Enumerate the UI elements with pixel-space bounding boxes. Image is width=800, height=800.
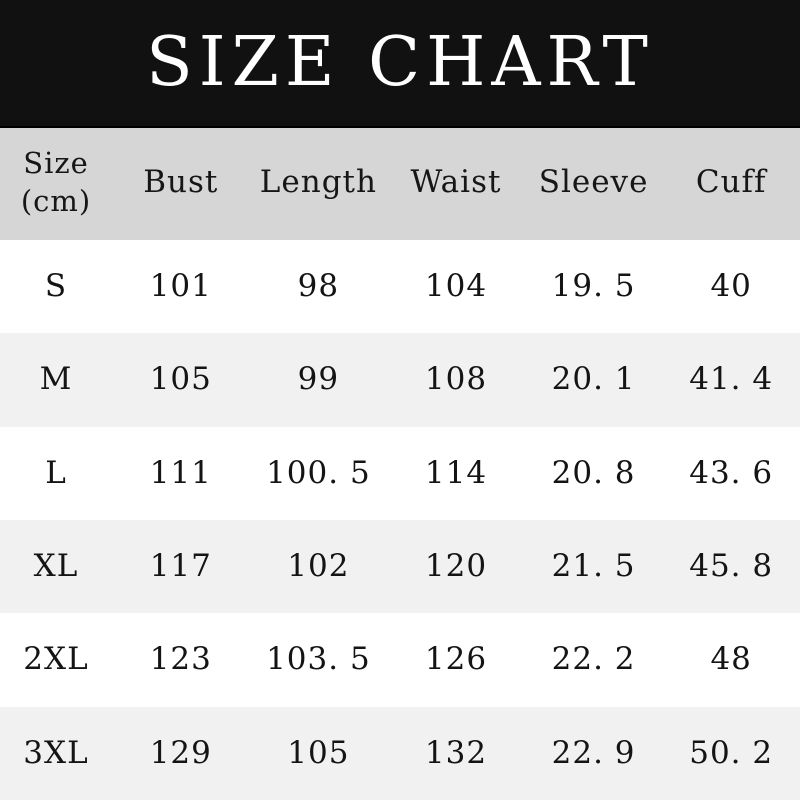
cell-waist: 120 [424,548,488,585]
table-row: L 111 100. 5 114 20. 8 43. 6 [0,426,800,520]
cell-bust: 123 [149,641,212,678]
table-row: 2XL 123 103. 5 126 22. 2 48 [0,613,800,707]
cell-length: 105 [287,734,350,771]
table-body: S 101 98 104 19. 5 40 M 105 99 108 20. 1… [0,240,800,800]
cell-waist: 126 [424,641,488,678]
cell-sleeve: 20. 8 [551,454,636,491]
cell-bust: 117 [149,548,212,585]
column-header-sleeve: Sleeve [538,164,649,201]
cell-waist: 104 [424,268,488,305]
cell-sleeve: 22. 9 [551,734,636,771]
cell-sleeve: 20. 1 [551,361,636,398]
table-row: 3XL 129 105 132 22. 9 50. 2 [0,706,800,800]
column-header-size-line1: Size [23,146,89,181]
column-header-bust: Bust [143,164,219,201]
cell-length: 102 [287,548,350,585]
cell-cuff: 41. 4 [689,361,774,398]
table-row: S 101 98 104 19. 5 40 [0,240,800,334]
cell-cuff: 45. 8 [689,548,774,585]
cell-sleeve: 19. 5 [551,268,636,305]
column-header-waist: Waist [410,164,502,201]
table-row: M 105 99 108 20. 1 41. 4 [0,333,800,427]
cell-cuff: 43. 6 [689,454,774,491]
column-header-size: Size (cm) [0,128,112,240]
title-banner: SIZE CHART [0,0,800,128]
cell-size: L [45,454,67,491]
cell-cuff: 40 [710,268,752,305]
cell-cuff: 48 [710,641,752,678]
page-title: SIZE CHART [146,23,654,102]
cell-sleeve: 22. 2 [551,641,636,678]
size-chart-table: Size (cm) Bust Length Waist Sleeve Cuff … [0,128,800,800]
cell-bust: 101 [149,268,212,305]
cell-size: XL [33,548,79,585]
cell-waist: 114 [424,454,488,491]
column-header-size-line2: (cm) [20,184,92,218]
cell-size: S [44,268,68,305]
cell-bust: 111 [149,454,212,491]
cell-length: 100. 5 [266,454,371,491]
cell-length: 98 [297,268,340,305]
cell-bust: 105 [149,361,212,398]
cell-size: 3XL [23,734,89,771]
cell-size: 2XL [23,641,89,678]
cell-length: 103. 5 [266,641,371,678]
column-header-cuff: Cuff [695,164,767,201]
table-header: Size (cm) Bust Length Waist Sleeve Cuff [0,128,800,240]
cell-length: 99 [297,361,340,398]
column-header-length: Length [259,164,377,201]
cell-waist: 132 [424,734,488,771]
cell-sleeve: 21. 5 [551,548,636,585]
table-row: XL 117 102 120 21. 5 45. 8 [0,519,800,614]
cell-waist: 108 [424,361,488,398]
cell-bust: 129 [149,734,212,771]
cell-size: M [39,361,73,398]
table-header-row: Size (cm) Bust Length Waist Sleeve Cuff [0,128,800,240]
cell-cuff: 50. 2 [689,734,774,771]
